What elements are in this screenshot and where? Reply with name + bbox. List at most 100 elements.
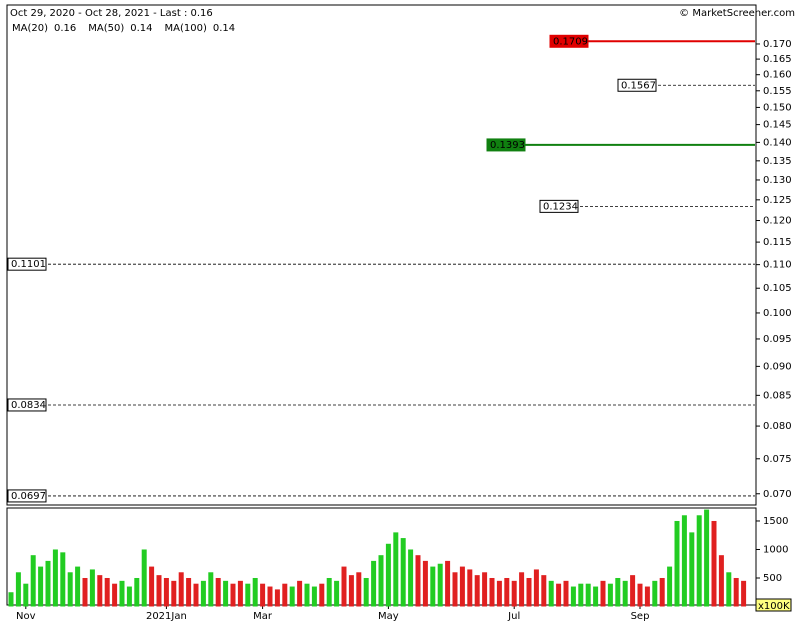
volume-bar	[334, 580, 340, 607]
volume-bar	[622, 580, 628, 607]
level-label: 0.1101	[11, 259, 46, 270]
volume-bar	[556, 583, 562, 607]
volume-bar	[371, 560, 377, 607]
volume-bar	[260, 583, 266, 607]
volume-bar	[482, 572, 488, 607]
volume-bar	[134, 577, 140, 607]
volume-bar	[519, 572, 525, 607]
volume-bar	[156, 575, 162, 607]
volume-bar	[341, 566, 347, 607]
volume-bar	[578, 583, 584, 607]
x-tick-label: Nov	[16, 611, 36, 622]
x-tick-label: Mar	[253, 611, 273, 622]
y-tick-label: 0.150	[763, 102, 792, 113]
volume-bar	[245, 583, 251, 607]
volume-bar	[726, 572, 732, 607]
volume-bar	[711, 520, 717, 607]
volume-bar	[60, 552, 66, 607]
volume-bar	[75, 566, 81, 607]
volume-bar	[630, 575, 636, 607]
volume-bar	[393, 532, 399, 607]
volume-bar	[30, 555, 36, 607]
volume-bar	[437, 563, 443, 607]
volume-bar	[252, 577, 258, 607]
volume-bar	[326, 577, 332, 607]
volume-bar	[570, 586, 576, 607]
volume-bar	[289, 586, 295, 607]
volume-bar	[178, 572, 184, 607]
volume-bar	[126, 586, 132, 607]
legend-value: 0.14	[213, 23, 235, 34]
volume-bar	[704, 509, 710, 607]
volume-bar	[378, 555, 384, 607]
y-tick-label: 0.145	[763, 120, 792, 131]
y-tick-label: 0.135	[763, 156, 792, 167]
volume-bar	[496, 580, 502, 607]
y-tick-label: 0.160	[763, 70, 792, 81]
volume-bar	[422, 560, 428, 607]
volume-bar	[637, 583, 643, 607]
volume-bar	[733, 577, 739, 607]
x-tick-label: Sep	[631, 611, 650, 622]
x-tick-label: 2021Jan	[146, 611, 187, 622]
volume-bar	[615, 577, 621, 607]
volume-bar	[304, 583, 310, 607]
legend-name: MA(50)	[88, 23, 124, 34]
volume-bar	[607, 583, 613, 607]
volume-bar	[45, 560, 51, 607]
legend-value: 0.14	[130, 23, 152, 34]
volume-bar	[459, 566, 465, 607]
volume-bar	[319, 583, 325, 607]
volume-bar	[718, 555, 724, 607]
volume-bar	[533, 569, 539, 607]
volume-bar	[541, 575, 547, 607]
y-tick-label: 0.120	[763, 216, 792, 227]
volume-bar	[681, 515, 687, 607]
level-box	[7, 489, 47, 503]
volume-bar	[430, 566, 436, 607]
volume-bar	[163, 577, 169, 607]
y-tick-label: 0.075	[763, 454, 792, 465]
volume-bar	[119, 580, 125, 607]
volume-bar	[585, 583, 591, 607]
volume-bar	[67, 572, 73, 607]
volume-bar	[89, 569, 95, 607]
volume-bar	[489, 577, 495, 607]
volume-bar	[593, 586, 599, 607]
volume-bar	[267, 586, 273, 607]
volume-bar	[674, 520, 680, 607]
volume-bar	[171, 580, 177, 607]
x-tick-label: May	[378, 611, 399, 622]
price-panel	[6, 4, 757, 506]
y-tick-label: 0.080	[763, 421, 792, 432]
volume-bar	[526, 577, 532, 607]
volume-bar	[38, 566, 44, 607]
y-tick-label: 0.155	[763, 86, 792, 97]
volume-bar	[504, 577, 510, 607]
y-tick-label: 0.085	[763, 390, 792, 401]
volume-bar	[223, 580, 229, 607]
volume-bar	[363, 577, 369, 607]
level-box	[7, 257, 47, 271]
volume-bar	[408, 549, 414, 607]
volume-bar	[644, 586, 650, 607]
volume-bar	[52, 549, 58, 607]
source: © MarketScreener.com	[679, 8, 795, 19]
y-tick-label: 0.070	[763, 489, 792, 500]
volume-bar	[467, 569, 473, 607]
volume-bar	[356, 572, 362, 607]
volume-bar	[741, 580, 747, 607]
volume-bar	[452, 572, 458, 607]
volume-bar	[215, 577, 221, 607]
volume-bar	[149, 566, 155, 607]
volume-bar	[511, 580, 517, 607]
y-tick-label: 0.165	[763, 54, 792, 65]
volume-bar	[237, 580, 243, 607]
y-tick-label: 0.140	[763, 137, 792, 148]
unit-box	[755, 598, 792, 612]
y-tick-label: 0.170	[763, 39, 792, 50]
level-label: 0.1709	[553, 36, 588, 47]
volume-bar	[8, 592, 14, 607]
level-box	[539, 199, 579, 213]
